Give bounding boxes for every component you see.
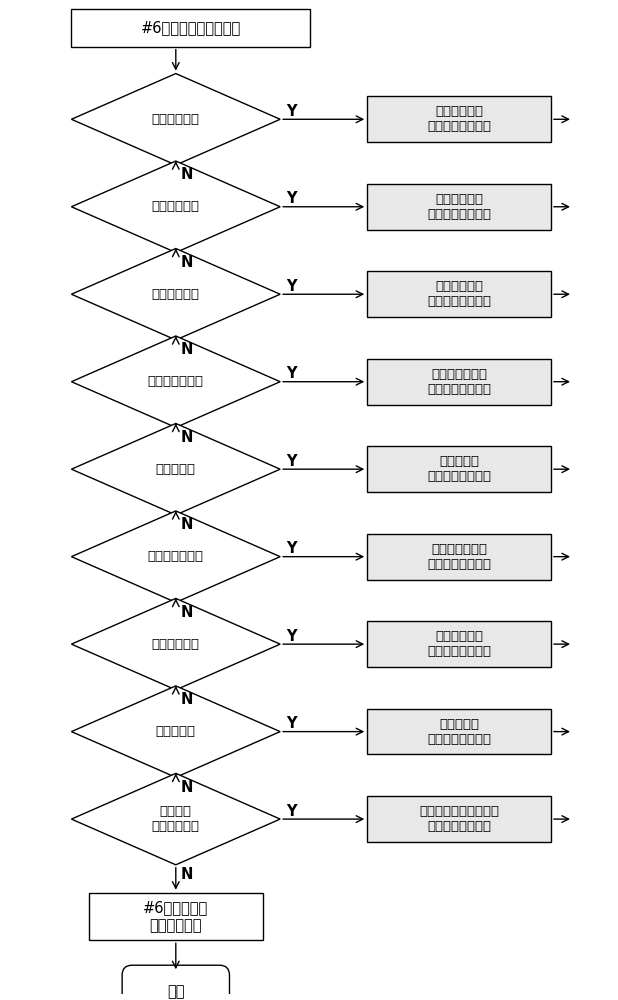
- Text: 疏水阀门故障关: 疏水阀门故障关: [148, 375, 204, 388]
- Text: 传热管结垢: 传热管结垢: [156, 725, 196, 738]
- FancyBboxPatch shape: [367, 271, 551, 317]
- Text: Y: Y: [286, 541, 297, 556]
- Text: #6高压加热器故障诊断: #6高压加热器故障诊断: [140, 20, 241, 35]
- Text: 疏水阀门故障关
诊断结果人机界面: 疏水阀门故障关 诊断结果人机界面: [427, 368, 491, 396]
- Text: 给水管束堵塞
诊断结果人机界面: 给水管束堵塞 诊断结果人机界面: [427, 630, 491, 658]
- FancyBboxPatch shape: [367, 796, 551, 842]
- FancyBboxPatch shape: [122, 965, 229, 1000]
- Text: 进出口水室短路: 进出口水室短路: [148, 550, 204, 563]
- FancyBboxPatch shape: [367, 184, 551, 230]
- Text: #6高压加热器
实时监测界面: #6高压加热器 实时监测界面: [143, 900, 208, 933]
- Text: N: N: [181, 255, 193, 270]
- Text: Y: Y: [286, 104, 297, 119]
- Text: N: N: [181, 430, 193, 445]
- Text: N: N: [181, 167, 193, 182]
- Polygon shape: [72, 773, 280, 865]
- Text: Y: Y: [286, 629, 297, 644]
- Text: 进气阀卡涩
诊断结果人机界面: 进气阀卡涩 诊断结果人机界面: [427, 455, 491, 483]
- Polygon shape: [72, 74, 280, 165]
- Polygon shape: [72, 598, 280, 690]
- FancyBboxPatch shape: [367, 446, 551, 492]
- Text: 入口管系泄漏
诊断结果人机界面: 入口管系泄漏 诊断结果人机界面: [427, 105, 491, 133]
- Polygon shape: [72, 423, 280, 515]
- Text: 出口管系泄漏: 出口管系泄漏: [152, 200, 200, 213]
- FancyBboxPatch shape: [89, 893, 263, 940]
- FancyBboxPatch shape: [367, 96, 551, 142]
- Text: 给水管束堵塞: 给水管束堵塞: [152, 638, 200, 651]
- Text: 入口管系泄漏: 入口管系泄漏: [152, 113, 200, 126]
- Text: N: N: [181, 780, 193, 795]
- Text: 出口管系泄漏
诊断结果人机界面: 出口管系泄漏 诊断结果人机界面: [427, 193, 491, 221]
- Text: N: N: [181, 867, 193, 882]
- Text: N: N: [181, 517, 193, 532]
- Text: Y: Y: [286, 191, 297, 206]
- Text: 汽侧积聚空气影响传热
诊断结果人机界面: 汽侧积聚空气影响传热 诊断结果人机界面: [419, 805, 499, 833]
- Text: 汽侧积聚
空气影响传热: 汽侧积聚 空气影响传热: [152, 805, 200, 833]
- FancyBboxPatch shape: [72, 9, 310, 47]
- Text: 疏水阀门卡开: 疏水阀门卡开: [152, 288, 200, 301]
- Polygon shape: [72, 161, 280, 252]
- Polygon shape: [72, 511, 280, 602]
- Text: 传热管结垢
诊断结果人机界面: 传热管结垢 诊断结果人机界面: [427, 718, 491, 746]
- Text: 返回: 返回: [167, 985, 185, 1000]
- Text: N: N: [181, 692, 193, 707]
- Text: 进出口水室短路
诊断结果人机界面: 进出口水室短路 诊断结果人机界面: [427, 543, 491, 571]
- Text: N: N: [181, 605, 193, 620]
- FancyBboxPatch shape: [367, 359, 551, 405]
- Text: Y: Y: [286, 804, 297, 819]
- Polygon shape: [72, 686, 280, 777]
- Text: 疏水阀门卡开
诊断结果人机界面: 疏水阀门卡开 诊断结果人机界面: [427, 280, 491, 308]
- FancyBboxPatch shape: [367, 621, 551, 667]
- Text: Y: Y: [286, 454, 297, 469]
- Text: Y: Y: [286, 366, 297, 381]
- Polygon shape: [72, 249, 280, 340]
- Text: Y: Y: [286, 716, 297, 731]
- Text: 进气阀卡涩: 进气阀卡涩: [156, 463, 196, 476]
- Text: Y: Y: [286, 279, 297, 294]
- FancyBboxPatch shape: [367, 534, 551, 580]
- Text: N: N: [181, 342, 193, 357]
- FancyBboxPatch shape: [367, 709, 551, 754]
- Polygon shape: [72, 336, 280, 427]
